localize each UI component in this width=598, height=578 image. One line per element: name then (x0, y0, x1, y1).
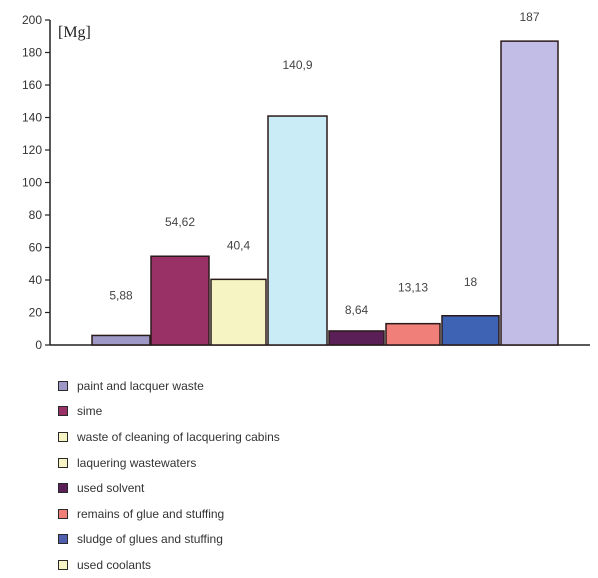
y-tick-label: 20 (29, 306, 43, 320)
legend-swatch (58, 508, 68, 519)
legend-item: used coolants (58, 552, 280, 578)
y-tick-label: 60 (29, 241, 43, 255)
legend-label: waste of cleaning of lacquering cabins (77, 429, 280, 444)
chart-legend: paint and lacquer waste sime waste of clea… (58, 373, 280, 578)
legend-label: laquering wastewaters (77, 455, 197, 470)
y-axis-ticks: 0 20 40 60 80 100 120 140 160 180 200 (22, 13, 50, 352)
y-tick-label: 100 (22, 176, 42, 190)
bar (210, 278, 267, 346)
legend-item: paint and lacquer waste (58, 373, 280, 399)
legend-swatch (58, 483, 68, 494)
legend-label: sime (77, 404, 103, 419)
bar-value-label: 5,88 (109, 288, 133, 302)
legend-item: laquering wastewaters (58, 450, 280, 476)
bar (150, 255, 210, 346)
bar-value-label: 187 (519, 10, 539, 24)
bar (441, 315, 500, 346)
bar-chart: 0 20 40 60 80 100 120 140 160 180 200 5,88 54,62 40,… (22, 10, 590, 352)
y-tick-label: 200 (22, 13, 42, 27)
bar-value-label: 18 (464, 275, 478, 289)
bar (328, 330, 385, 346)
legend-swatch (58, 431, 68, 442)
y-tick-label: 140 (22, 111, 42, 125)
y-tick-label: 180 (22, 46, 42, 60)
legend-item: sime (58, 399, 280, 425)
chart-bars (91, 40, 559, 346)
legend-label: sludge of glues and stuffing (77, 532, 223, 547)
legend-swatch (58, 559, 68, 570)
legend-swatch (58, 534, 68, 545)
y-axis-unit-label: [Mg] (58, 24, 91, 41)
legend-item: sludge of glues and stuffing (58, 527, 280, 553)
bar-value-label: 40,4 (227, 238, 251, 252)
legend-label: used coolants (77, 557, 152, 572)
legend-label: remains of glue and stuffing (77, 506, 225, 521)
bar-value-label: 13,13 (398, 281, 428, 295)
legend-label: used solvent (77, 481, 145, 496)
bar-value-label: 140,9 (282, 58, 312, 72)
legend-label: paint and lacquer waste (77, 378, 204, 393)
legend-item: remains of glue and stuffing (58, 501, 280, 527)
bar (91, 334, 151, 346)
legend-swatch (58, 406, 68, 417)
y-tick-label: 160 (22, 78, 42, 92)
y-tick-label: 80 (29, 208, 43, 222)
y-tick-label: 120 (22, 143, 42, 157)
bar (500, 40, 559, 346)
legend-item: used solvent (58, 475, 280, 501)
legend-item: waste of cleaning of lacquering cabins (58, 424, 280, 450)
legend-swatch (58, 380, 68, 391)
bar-value-label: 54,62 (165, 215, 195, 229)
legend-swatch (58, 457, 68, 468)
bar (385, 322, 441, 346)
bar-value-label: 8,64 (345, 303, 369, 317)
y-tick-label: 0 (35, 338, 42, 352)
bar (267, 115, 328, 346)
data-labels: 5,88 54,62 40,4 140,9 8,64 13,13 18 187 (109, 10, 540, 317)
y-tick-label: 40 (29, 273, 43, 287)
